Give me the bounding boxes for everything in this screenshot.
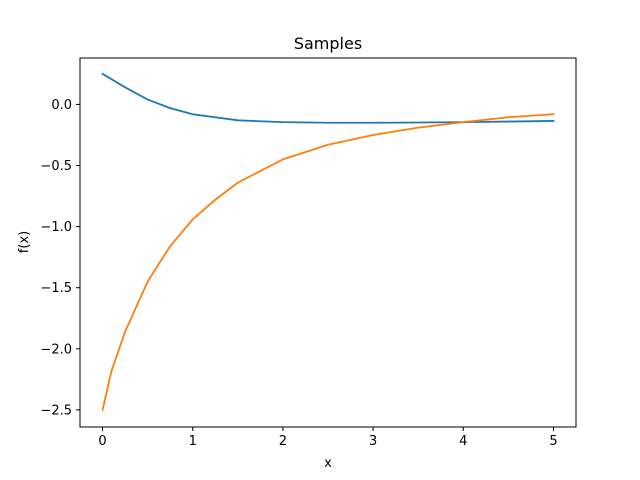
y-tick-label: −1.5 <box>40 281 72 296</box>
series-line-2 <box>101 113 555 411</box>
series-line-1 <box>101 72 555 124</box>
y-axis-label: f(x) <box>17 231 32 253</box>
x-tick-label: 5 <box>549 434 557 449</box>
series-layer <box>101 72 555 411</box>
x-axis-ticks: 0 1 2 3 4 5 <box>98 427 558 449</box>
x-tick-label: 3 <box>369 434 377 449</box>
x-tick-label: 1 <box>189 434 197 449</box>
y-tick-label: 0.0 <box>51 98 72 113</box>
x-axis-label: x <box>324 456 332 471</box>
plot-frame <box>79 57 577 428</box>
y-tick-label: −2.0 <box>40 342 72 357</box>
x-tick-label: 4 <box>459 434 467 449</box>
x-tick-label: 0 <box>98 434 106 449</box>
y-tick-label: −0.5 <box>40 159 72 174</box>
y-tick-label: −2.5 <box>40 403 72 418</box>
x-tick-label: 2 <box>279 434 287 449</box>
y-axis-ticks: 0.0 −0.5 −1.0 −1.5 −2.0 −2.5 <box>40 98 80 418</box>
y-tick-label: −1.0 <box>40 220 72 235</box>
chart-title: Samples <box>294 34 362 53</box>
